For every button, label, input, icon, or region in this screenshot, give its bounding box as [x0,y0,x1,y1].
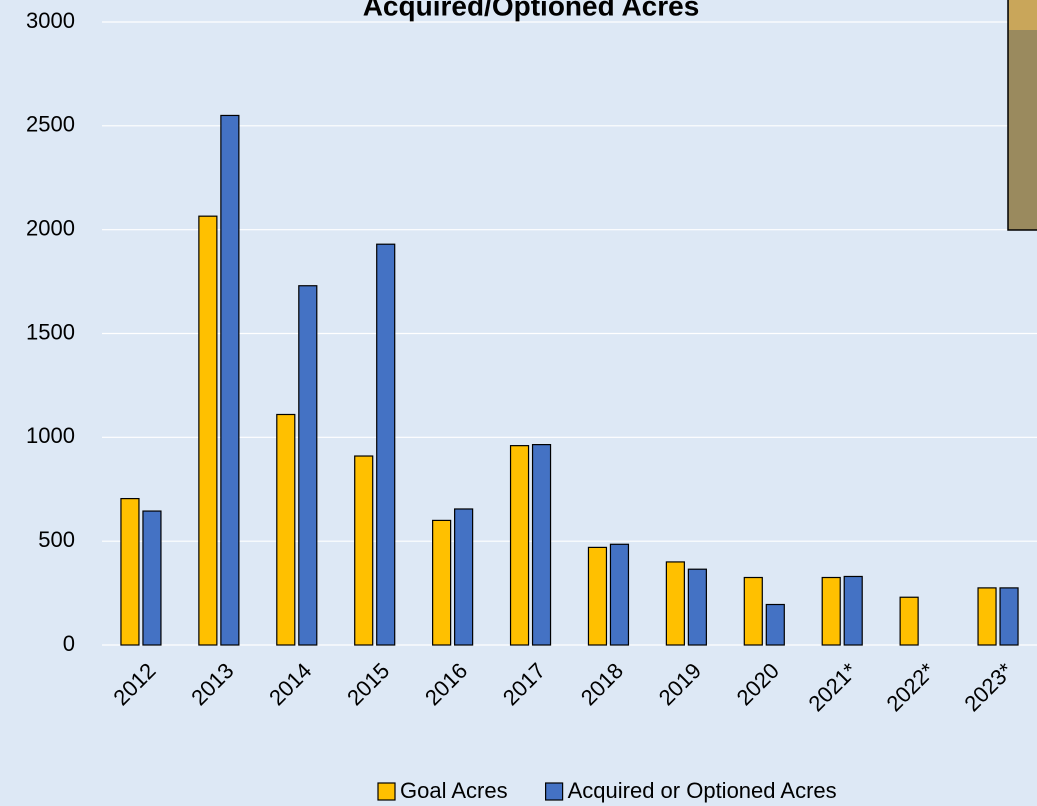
bar [533,445,551,645]
y-tick-label: 2500 [26,112,75,137]
bar [299,286,317,645]
bar [355,456,373,645]
bar [221,115,239,645]
bar [844,576,862,645]
bar [666,562,684,645]
bar [822,578,840,645]
bar [199,216,217,645]
legend-swatch [378,783,395,800]
bar [277,414,295,645]
bar [610,544,628,645]
bar [433,520,451,645]
y-tick-label: 3000 [26,8,75,33]
y-tick-label: 1000 [26,423,75,448]
bar [766,605,784,645]
bar [377,244,395,645]
legend-swatch [546,783,563,800]
y-tick-label: 2000 [26,215,75,240]
chart: Acquired/Optioned Acres 0 500 1000 1500 2000… [0,0,1037,806]
bar [455,509,473,645]
bar [1000,588,1018,645]
chart-title: Acquired/Optioned Acres [363,0,700,21]
bar [900,597,918,645]
legend: Goal Acres Acquired or Optioned Acres [378,778,837,803]
page: {"chart_data": {"type": "bar", "title": … [0,0,1037,806]
bar [143,511,161,645]
legend-label: Goal Acres [400,778,508,803]
photo-detail [1009,0,1037,30]
bar [978,588,996,645]
bar [744,578,762,645]
bar [688,569,706,645]
bar [121,499,139,645]
photo [1008,0,1037,230]
y-tick-label: 500 [38,527,75,552]
bar [588,547,606,645]
bar [511,446,529,645]
y-tick-label: 0 [63,631,75,656]
legend-label: Acquired or Optioned Acres [568,778,837,803]
y-tick-label: 1500 [26,319,75,344]
